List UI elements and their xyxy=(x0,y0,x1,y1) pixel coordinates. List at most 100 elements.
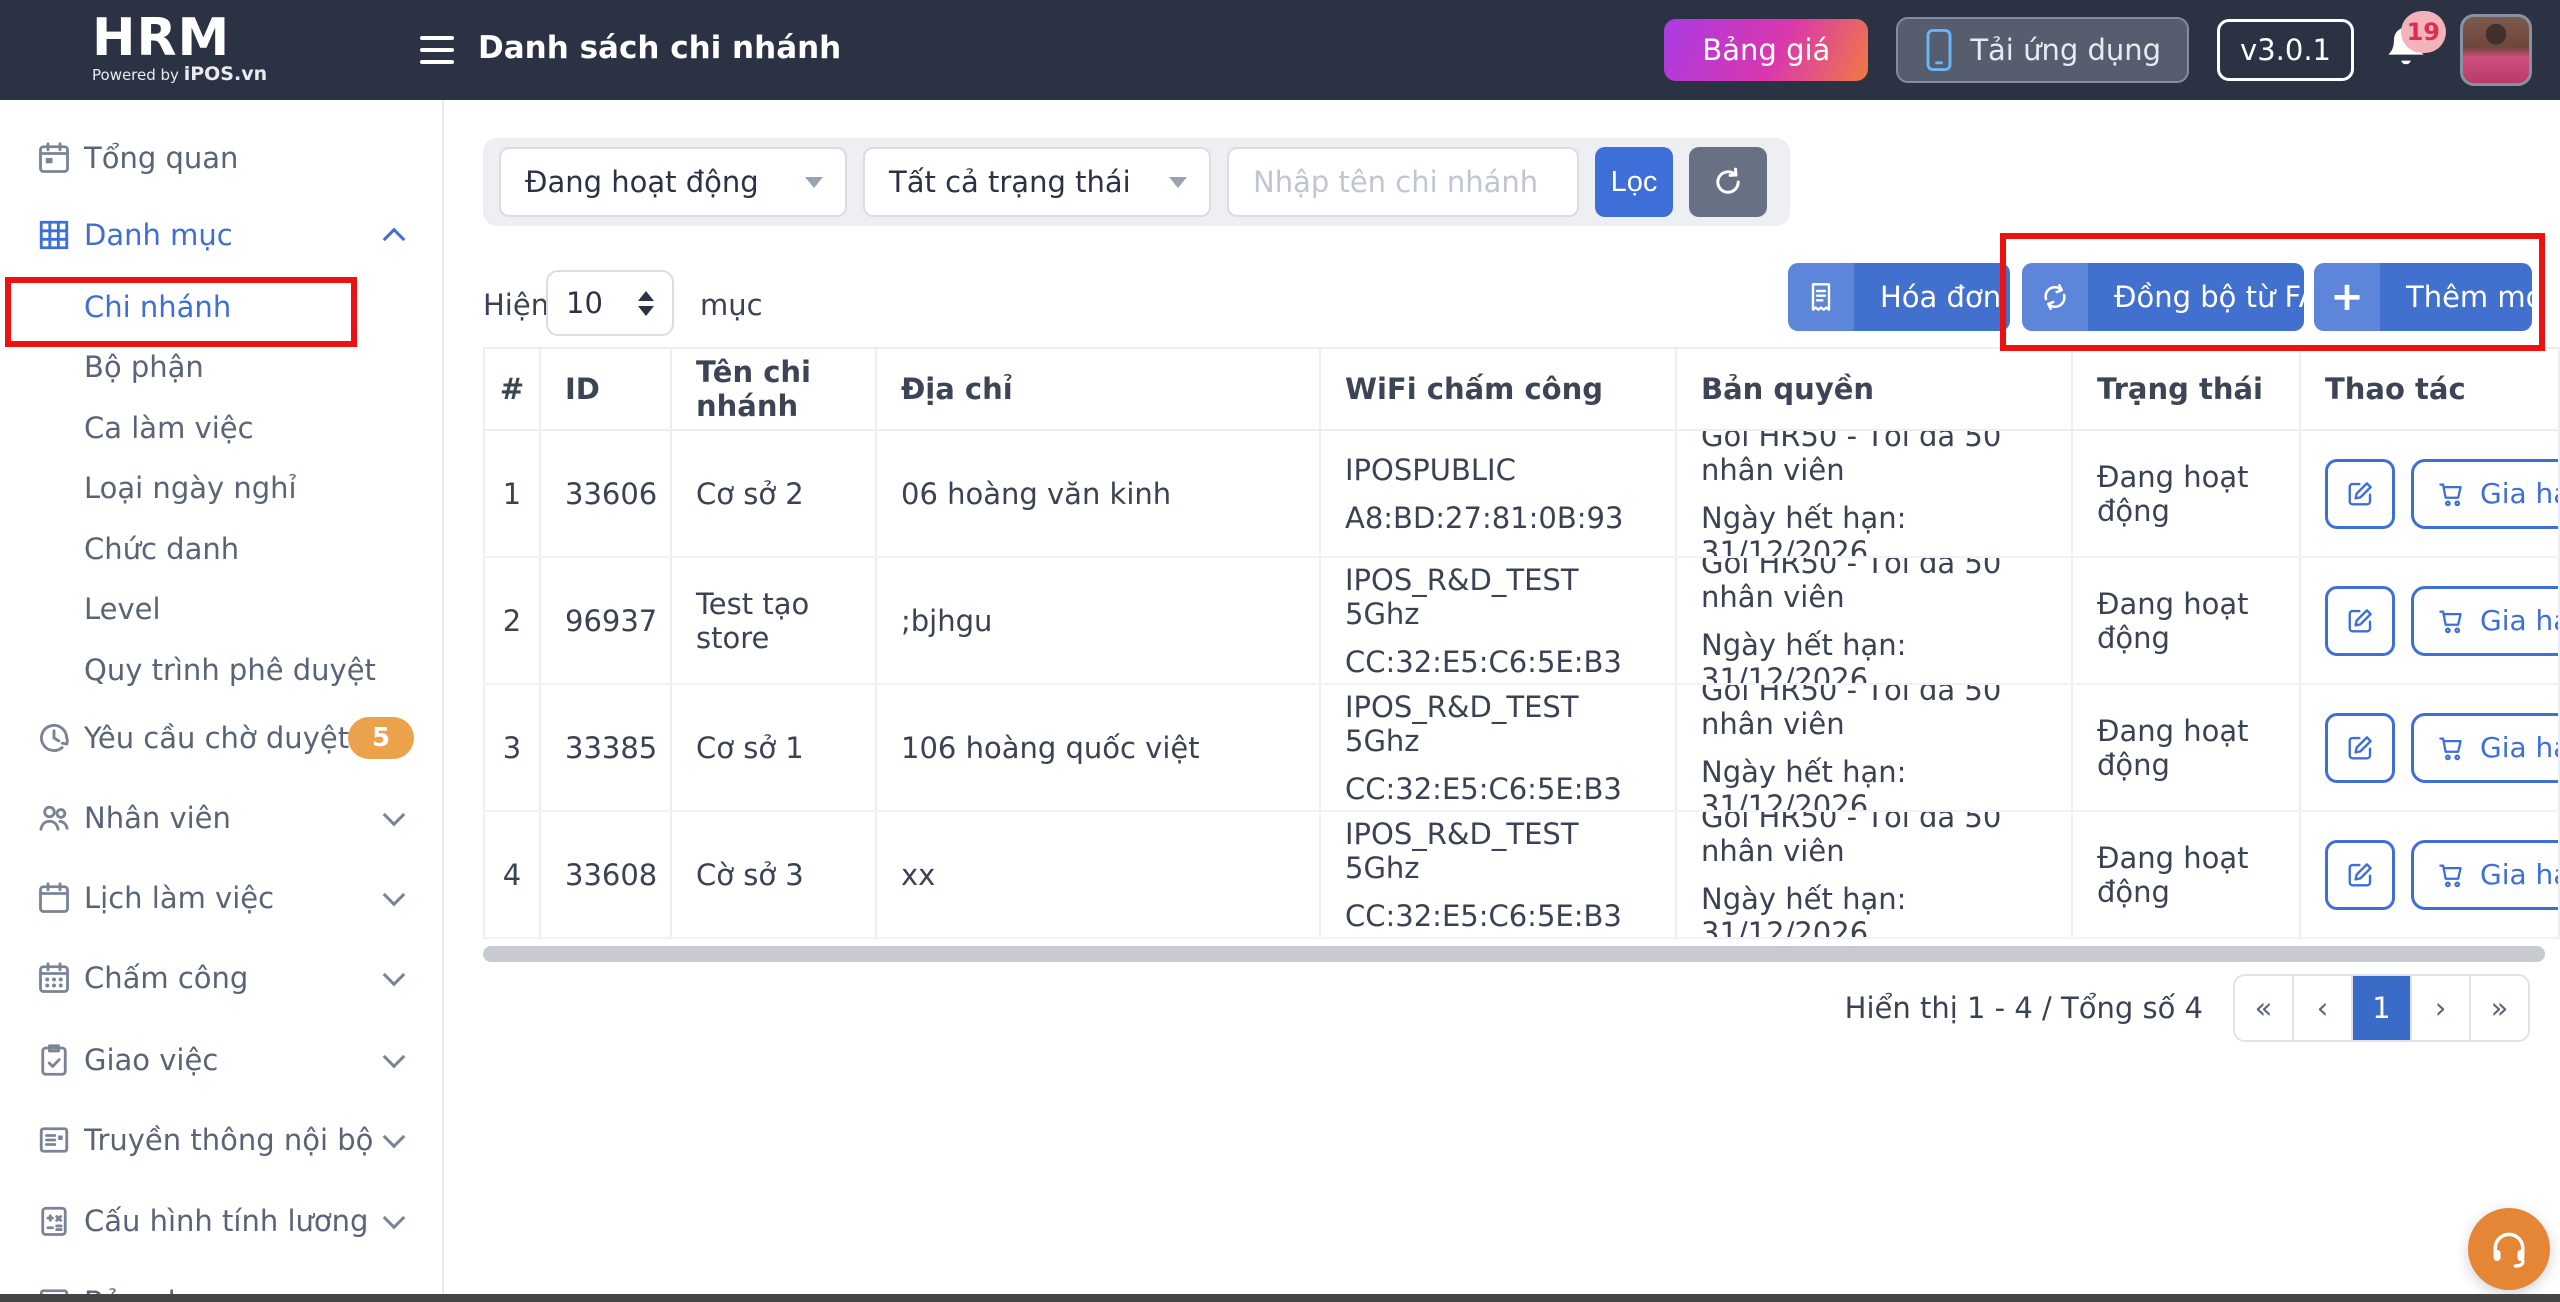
sidebar-item-ca-lam-viec[interactable]: Ca làm việc xyxy=(84,411,254,445)
sidebar-item-danh-muc[interactable]: Danh mục xyxy=(0,205,442,265)
col-header-actions: Thao tác xyxy=(2301,349,2560,429)
sidebar-item-chi-nhanh[interactable]: Chi nhánh xyxy=(84,290,232,324)
horizontal-scrollbar[interactable] xyxy=(483,946,2545,962)
col-header-status: Trạng thái xyxy=(2073,349,2301,429)
col-header-id: ID xyxy=(541,349,672,429)
renew-license-button[interactable]: Gia hạn b xyxy=(2411,712,2558,783)
renew-license-button[interactable]: Gia hạn b xyxy=(2411,458,2558,529)
branch-table: # ID Tên chi nhánh Địa chỉ WiFi chấm côn… xyxy=(483,347,2560,939)
table-row: 2 96937 Test tạo store ;bjhgu IPOS_R&D_T… xyxy=(483,558,2560,685)
sidebar-item-nhan-vien[interactable]: Nhân viên xyxy=(0,788,442,848)
table-header-row: # ID Tên chi nhánh Địa chỉ WiFi chấm côn… xyxy=(483,347,2560,431)
plus-icon: + xyxy=(2314,263,2380,331)
app-logo-text: HRM xyxy=(92,8,231,68)
stepper-arrows-icon xyxy=(638,290,654,316)
sidebar-nav: Tổng quan Danh mục Chi nhánh Bộ phận Ca … xyxy=(0,100,444,1302)
header-actions: Bảng giá Tải ứng dụng v3.0.1 19 xyxy=(1664,0,2532,100)
people-icon xyxy=(34,798,74,838)
sidebar-item-loai-ngay-nghi[interactable]: Loại ngày nghỉ xyxy=(84,471,297,505)
show-label: Hiện xyxy=(483,288,550,322)
receipt-icon xyxy=(1788,263,1854,331)
chevron-down-icon xyxy=(382,1045,406,1069)
edit-button[interactable] xyxy=(2325,712,2395,783)
edit-button[interactable] xyxy=(2325,585,2395,656)
calendar-overview-icon xyxy=(34,138,74,178)
sidebar-item-chuc-danh[interactable]: Chức danh xyxy=(84,532,240,566)
download-app-button[interactable]: Tải ứng dụng xyxy=(1896,17,2190,83)
col-header-name: Tên chi nhánh xyxy=(672,349,877,429)
items-label: mục xyxy=(700,288,763,322)
status-badge: Đang hoạt động xyxy=(2073,558,2301,683)
sidebar-item-truyen-thong-noi-bo[interactable]: Truyền thông nội bộ xyxy=(0,1110,442,1170)
status-filter-select[interactable]: Tất cả trạng thái xyxy=(863,147,1211,217)
calculator-icon xyxy=(34,1201,74,1241)
user-avatar[interactable] xyxy=(2460,14,2532,86)
invoice-button[interactable]: Hóa đơn xyxy=(1788,263,2010,331)
headset-icon xyxy=(2487,1227,2531,1271)
status-badge: Đang hoạt động xyxy=(2073,685,2301,810)
support-fab-button[interactable] xyxy=(2468,1208,2550,1290)
last-page-button[interactable]: » xyxy=(2471,976,2528,1040)
sync-fabi-button[interactable]: Đồng bộ từ FABi xyxy=(2022,263,2304,331)
sidebar-item-level[interactable]: Level xyxy=(84,592,161,626)
app-logo-subtitle: Powered by iPOS.vn xyxy=(92,63,268,85)
col-header-wifi: WiFi chấm công xyxy=(1321,349,1677,429)
first-page-button[interactable]: « xyxy=(2235,976,2294,1040)
page-title: Danh sách chi nhánh xyxy=(478,30,842,66)
pending-count-badge: 5 xyxy=(348,717,414,759)
status-badge: Đang hoạt động xyxy=(2073,812,2301,937)
pricing-button[interactable]: Bảng giá xyxy=(1664,19,1869,81)
chevron-down-icon xyxy=(382,803,406,827)
newspaper-icon xyxy=(34,1120,74,1160)
caret-down-icon xyxy=(805,176,823,188)
phone-icon xyxy=(1924,28,1954,72)
activity-filter-select[interactable]: Đang hoạt động xyxy=(499,147,847,217)
table-row: 4 33608 Cờ sở 3 xx IPOS_R&D_TEST 5Ghz CC:… xyxy=(483,812,2560,939)
page-1-button[interactable]: 1 xyxy=(2353,976,2412,1040)
page-size-stepper[interactable]: 10 xyxy=(546,270,674,336)
sidebar-item-lich-lam-viec[interactable]: Lịch làm việc xyxy=(0,868,442,928)
chevron-down-icon xyxy=(382,963,406,987)
sidebar-item-cau-hinh-tinh-luong[interactable]: Cấu hình tính lương xyxy=(0,1191,442,1251)
top-header: HRM Powered by iPOS.vn Danh sách chi nhá… xyxy=(0,0,2560,100)
renew-license-button[interactable]: Gia hạn b xyxy=(2411,585,2558,656)
bottom-window-edge xyxy=(0,1294,2560,1302)
refresh-button[interactable] xyxy=(1689,147,1767,217)
sidebar-item-giao-viec[interactable]: Giao việc xyxy=(0,1030,442,1090)
version-badge: v3.0.1 xyxy=(2217,19,2354,81)
sidebar-item-quy-trinh-phe-duyet[interactable]: Quy trình phê duyệt xyxy=(84,653,376,687)
filter-bar: Đang hoạt động Tất cả trạng thái Lọc xyxy=(483,138,1790,226)
grid-icon xyxy=(34,215,74,255)
next-page-button[interactable]: › xyxy=(2412,976,2471,1040)
renew-license-button[interactable]: Gia hạn b xyxy=(2411,839,2558,910)
sidebar-item-bo-phan[interactable]: Bộ phận xyxy=(84,350,204,384)
clipboard-check-icon xyxy=(34,1040,74,1080)
caret-down-icon xyxy=(1169,176,1187,188)
chevron-down-icon xyxy=(382,1206,406,1230)
col-header-num: # xyxy=(483,349,541,429)
edit-button[interactable] xyxy=(2325,839,2395,910)
add-new-button[interactable]: + Thêm mới xyxy=(2314,263,2532,331)
table-row: 1 33606 Cơ sở 2 06 hoàng văn kinh IPOSPU… xyxy=(483,431,2560,558)
clock-pending-icon xyxy=(34,718,74,758)
chevron-down-icon xyxy=(382,883,406,907)
prev-page-button[interactable]: ‹ xyxy=(2294,976,2353,1040)
refresh-icon xyxy=(1710,164,1746,200)
pagination-summary: Hiển thị 1 - 4 / Tổng số 4 xyxy=(1844,991,2203,1025)
sidebar-item-yeu-cau-cho-duyet[interactable]: Yêu cầu chờ duyệt 5 xyxy=(0,708,442,768)
sidebar-item-cham-cong[interactable]: Chấm công xyxy=(0,948,442,1008)
edit-button[interactable] xyxy=(2325,458,2395,529)
filter-button[interactable]: Lọc xyxy=(1595,147,1673,217)
col-header-license: Bản quyền xyxy=(1677,349,2073,429)
notification-count-badge: 19 xyxy=(2400,11,2446,53)
branch-search-input[interactable] xyxy=(1227,147,1579,217)
sidebar-item-tong-quan[interactable]: Tổng quan xyxy=(0,128,442,188)
app-logo[interactable]: HRM Powered by iPOS.vn xyxy=(92,8,268,85)
pagination: Hiển thị 1 - 4 / Tổng số 4 « ‹ 1 › » xyxy=(1845,974,2530,1042)
calendar-icon xyxy=(34,878,74,918)
notifications-button[interactable]: 19 xyxy=(2382,11,2446,77)
menu-toggle-icon[interactable] xyxy=(420,36,454,64)
calendar-dots-icon xyxy=(34,958,74,998)
chevron-down-icon xyxy=(382,1125,406,1149)
table-row: 3 33385 Cơ sở 1 106 hoàng quốc việt IPOS… xyxy=(483,685,2560,812)
